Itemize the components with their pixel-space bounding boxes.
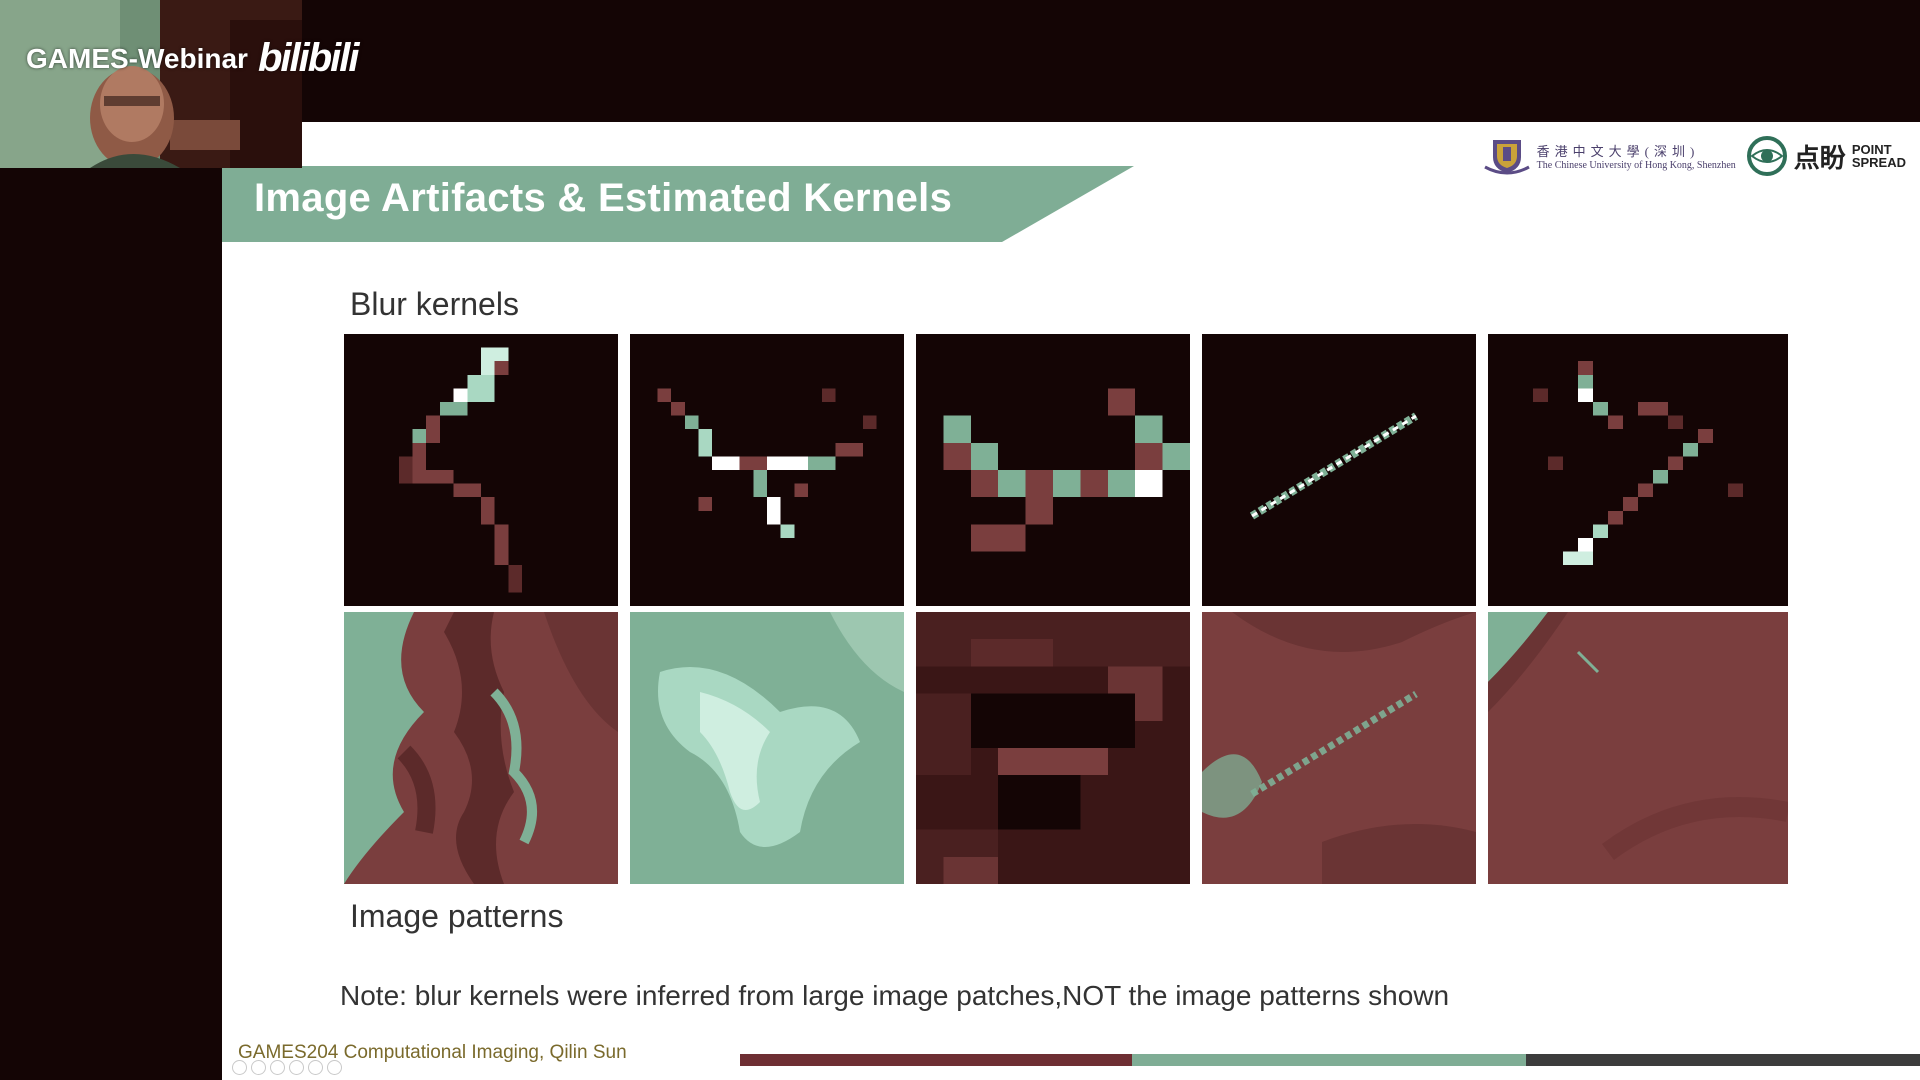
point-spread-eye-icon [1746, 136, 1787, 176]
progress-segment-2 [1132, 1054, 1526, 1066]
kernel-5 [1488, 334, 1788, 606]
webcam-feed [0, 0, 302, 168]
pattern-1 [344, 612, 618, 884]
pen-icon[interactable] [270, 1060, 285, 1075]
slide-nav-controls[interactable] [232, 1060, 342, 1075]
point-spread-name-zh: 点盼 [1793, 143, 1846, 174]
kernel-1 [344, 334, 618, 606]
kernel-2 [630, 334, 904, 606]
slide-title: Image Artifacts & Estimated Kernels [254, 176, 953, 220]
pattern-2 [630, 612, 904, 884]
point-spread-name-en-1: POINT [1851, 142, 1892, 157]
pattern-4 [1202, 612, 1476, 884]
point-spread-name-en-2: SPREAD [1851, 155, 1906, 170]
next-slide-icon[interactable] [251, 1060, 266, 1075]
stream-watermark: GAMES-Webinar bilibili [26, 36, 360, 81]
cuhk-crest-icon [1483, 140, 1530, 175]
slide-note: Note: blur kernels were inferred from la… [340, 980, 1450, 1011]
cuhk-logo: 香港中文大學(深圳) The Chinese University of Hon… [1483, 137, 1736, 175]
cuhk-name-zh: 香港中文大學(深圳) [1536, 144, 1700, 159]
blur-kernels-label: Blur kernels [350, 286, 519, 322]
more-options-icon[interactable] [327, 1060, 342, 1075]
bilibili-logo-icon: bilibili [257, 36, 360, 80]
point-spread-logo: 点盼 POINT SPREAD [1746, 136, 1906, 176]
kernel-row [344, 334, 1788, 606]
pattern-row [344, 612, 1788, 884]
pattern-5 [1488, 612, 1788, 884]
kernel-3 [916, 334, 1190, 606]
pattern-3 [916, 612, 1190, 884]
kernel-4 [1202, 334, 1476, 606]
slides-grid-icon[interactable] [289, 1060, 304, 1075]
image-patterns-label: Image patterns [350, 898, 564, 934]
cuhk-name-en: The Chinese University of Hong Kong, She… [1536, 160, 1736, 171]
progress-segment-1 [740, 1054, 1132, 1066]
slide-footer: GAMES204 Computational Imaging, Qilin Su… [238, 1042, 627, 1063]
slide: Image Artifacts & Estimated Kernels 香港中文… [222, 122, 1920, 1080]
title-banner: Image Artifacts & Estimated Kernels [222, 166, 1134, 242]
channel-name: GAMES-Webinar [26, 42, 248, 74]
logos: 香港中文大學(深圳) The Chinese University of Hon… [1483, 136, 1906, 176]
zoom-icon[interactable] [308, 1060, 323, 1075]
progress-segment-3 [1526, 1054, 1920, 1066]
prev-slide-icon[interactable] [232, 1060, 247, 1075]
